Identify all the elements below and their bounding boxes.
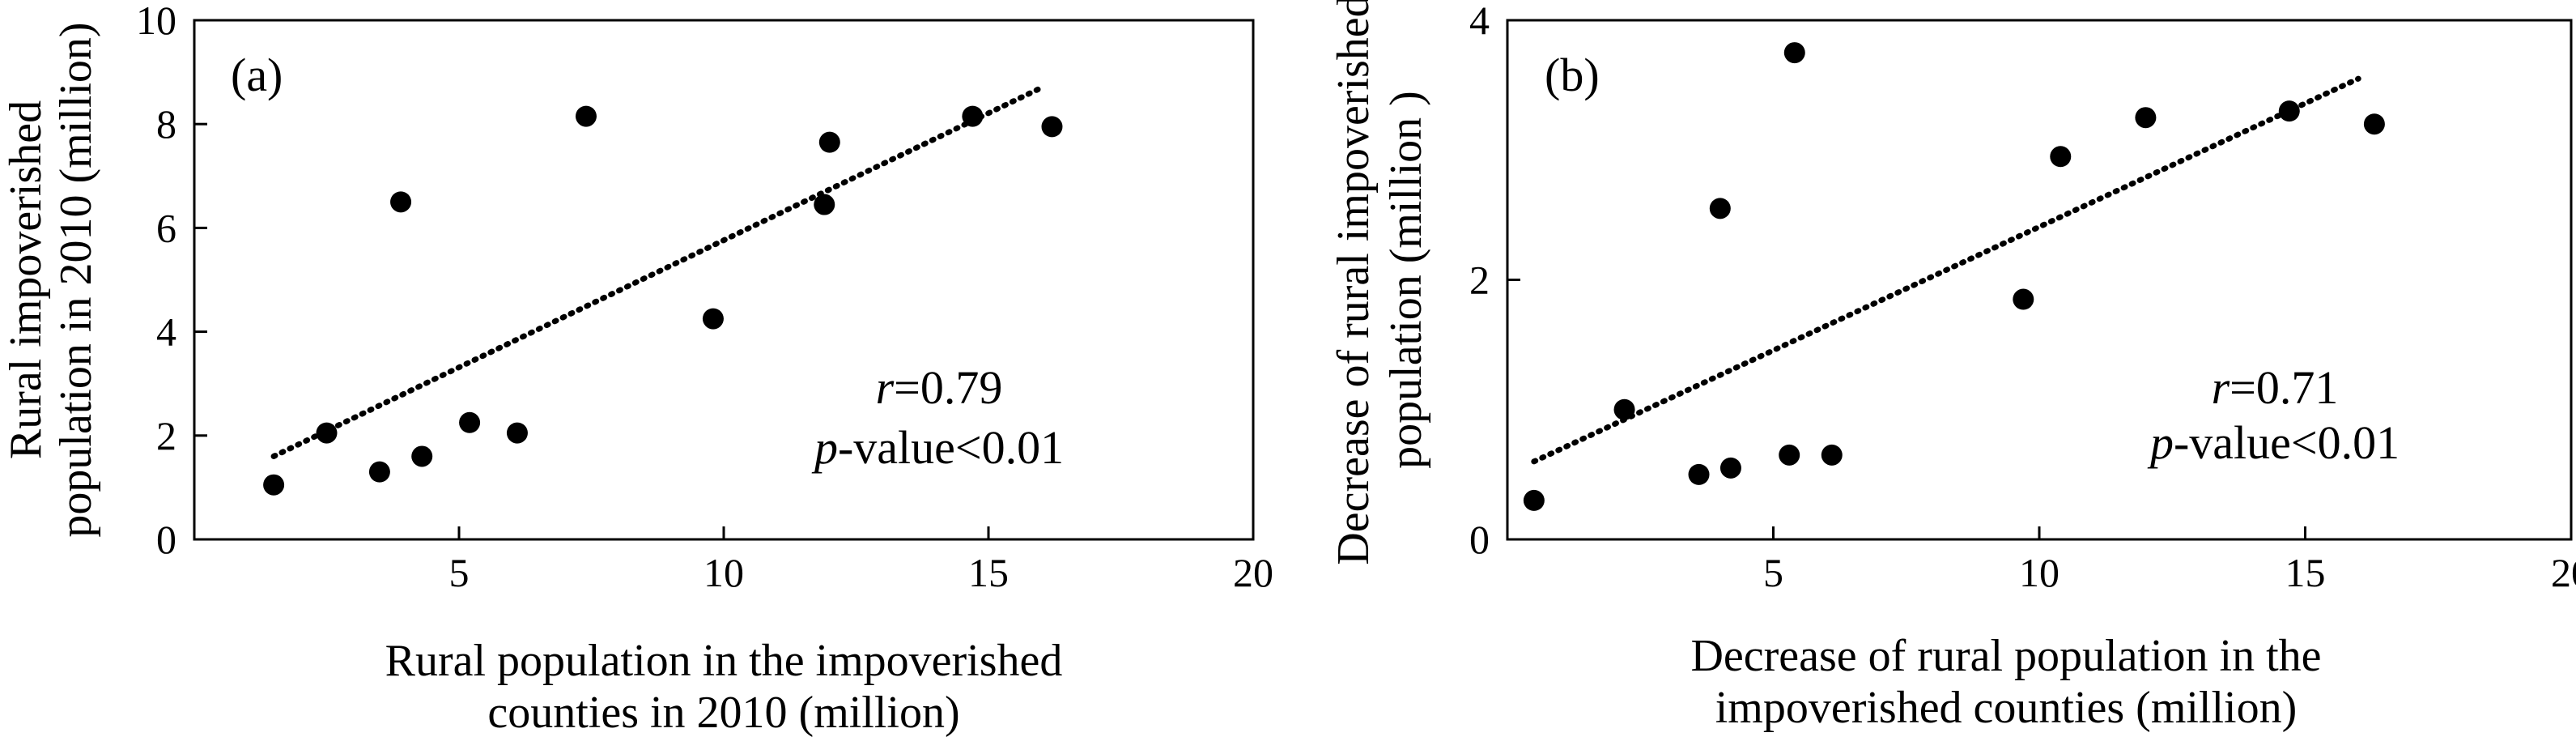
panel-b-data-point xyxy=(1688,463,1710,485)
panel-a-data-point xyxy=(575,105,597,127)
panel-b-p-symbol: p xyxy=(2147,416,2174,469)
panel-b-x-tick-label: 5 xyxy=(1763,550,1783,595)
panel-b-r-annotation: r=0.71 xyxy=(2212,361,2339,414)
panel-b-x-tick-label: 20 xyxy=(2551,550,2576,595)
panel-a-r-symbol: r xyxy=(876,361,895,414)
panel-b-data-point xyxy=(1523,489,1545,511)
panel-b-data-point xyxy=(2363,113,2385,135)
panel-a-y-tick-label: 2 xyxy=(156,413,176,458)
panel-a-panel-label: (a) xyxy=(231,49,283,101)
panel-a-p-symbol: p xyxy=(811,421,838,474)
panel-a-data-point xyxy=(411,445,433,467)
panel-b-data-point xyxy=(1821,444,1843,466)
panel-b-panel-label: (b) xyxy=(1545,49,1600,101)
panel-a-data-point xyxy=(1041,116,1063,138)
panel-a-data-point xyxy=(368,461,390,483)
panel-b-data-point xyxy=(1709,198,1731,219)
panel-b-r-value: =0.71 xyxy=(2230,361,2338,414)
panel-a-r-annotation: r=0.79 xyxy=(876,361,1003,414)
panel-a-y-tick-label: 8 xyxy=(156,101,176,147)
panel-a-y-tick-label: 10 xyxy=(136,0,176,43)
panel-a-x-axis-label: counties in 2010 (million) xyxy=(487,688,959,738)
panel-a-x-axis-label: Rural population in the impoverished xyxy=(385,636,1063,686)
panel-a-data-point xyxy=(316,422,338,444)
panel-a-data-point xyxy=(814,194,835,215)
panel-b-data-point xyxy=(1779,444,1800,466)
panel-a-x-tick-label: 5 xyxy=(449,550,470,595)
panel-b-data-point xyxy=(2135,107,2157,129)
panel-b-x-tick-label: 10 xyxy=(2019,550,2060,595)
panel-b-y-tick-label: 0 xyxy=(1469,517,1490,562)
panel-a-p-annotation: p-value<0.01 xyxy=(811,421,1064,474)
panel-b-data-point xyxy=(1613,398,1635,420)
panel-a-data-point xyxy=(962,105,984,127)
panel-b-data-point xyxy=(1719,457,1741,479)
panel-a-y-axis-label: population in 2010 (million) xyxy=(51,22,101,537)
panel-b-p-value: -value<0.01 xyxy=(2174,416,2400,469)
panel-b-p-annotation: p-value<0.01 xyxy=(2147,416,2400,469)
panel-b-y-tick-label: 4 xyxy=(1469,0,1490,43)
panel-a-data-point xyxy=(390,191,412,213)
panel-a-plot-frame xyxy=(193,19,1255,541)
panel-b-x-axis-label: Decrease of rural population in the xyxy=(1690,631,2321,681)
panel-a-data-point xyxy=(702,308,724,330)
panel-b-x-tick-label: 15 xyxy=(2285,550,2326,595)
panel-a-x-tick-label: 20 xyxy=(1233,550,1273,595)
panel-a-r-value: =0.79 xyxy=(894,361,1002,414)
panel-b-data-point xyxy=(2050,146,2072,168)
panel-b-trend-line xyxy=(1531,75,2361,465)
panel-b-y-axis-label: population (million ) xyxy=(1381,91,1431,469)
panel-b-data-point xyxy=(2013,288,2034,310)
panel-b-plot-frame xyxy=(1506,19,2573,541)
panel-b-r-symbol: r xyxy=(2212,361,2230,414)
panel-a-x-tick-label: 10 xyxy=(704,550,744,595)
panel-b-y-tick-label: 2 xyxy=(1469,258,1490,303)
panel-b-data-point xyxy=(1783,42,1805,64)
panel-a-y-tick-label: 4 xyxy=(156,309,176,355)
panel-a-data-point xyxy=(263,474,285,496)
panel-a-data-point xyxy=(818,131,840,153)
panel-a-trend-line xyxy=(270,84,1044,459)
panel-b-chart: 0245101520(b)r=0.71p-value<0.01Decrease … xyxy=(1328,0,2576,733)
panel-a-y-tick-label: 6 xyxy=(156,205,176,250)
panel-a-data-point xyxy=(459,411,481,433)
panel-a-y-tick-label: 0 xyxy=(156,517,176,562)
panel-a-y-axis-label: Rural impoverished xyxy=(1,100,51,459)
panel-a-p-value: -value<0.01 xyxy=(838,421,1064,474)
panel-a-chart: 0 2 4 6 8 10 5 10 15 20 (a) r=0.79 p-value<0.01 Rural… xyxy=(1,0,1273,738)
panel-a-x-tick-label: 15 xyxy=(968,550,1009,595)
panel-a-data-point xyxy=(506,422,528,444)
panel-b-x-axis-label: impoverished counties (million) xyxy=(1715,683,2298,733)
panel-b-y-axis-label: Decrease of rural impoverished xyxy=(1328,0,1379,565)
panel-b-data-point xyxy=(2278,100,2300,122)
